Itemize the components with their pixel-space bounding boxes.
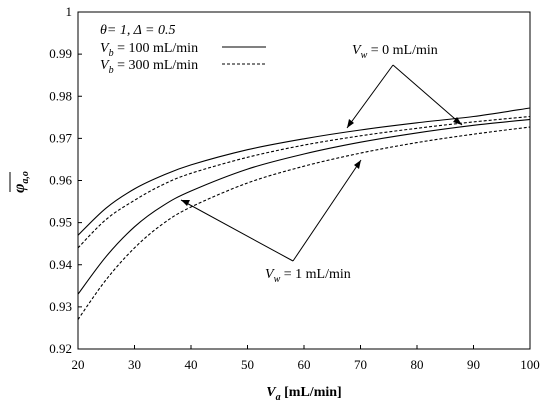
annotation-vw0: Vw = 0 mL/min [352,43,438,61]
legend-entry-2-label: Vb = 300 mL/min [100,58,198,76]
arrow-vw1-solid-head [181,200,190,206]
x-axis-label: Va [mL/min] [266,385,341,403]
arrow-vw1-solid [180,199,294,262]
legend-header: θ= 1, Δ = 0.5 [100,23,175,38]
y-tick-label: 1 [66,4,73,19]
y-tick-label: 0.93 [49,299,72,314]
x-tick-label: 90 [467,357,480,372]
x-tick-label: 30 [128,357,141,372]
x-tick-label: 80 [411,357,424,372]
x-tick-label: 20 [72,357,85,372]
arrow-vw0-solid-head [347,119,354,128]
arrow-vw0-solid [346,64,394,129]
y-tick-label: 0.96 [49,173,72,188]
x-tick-label: 100 [520,357,540,372]
series-line-3 [77,118,531,295]
curves [77,107,531,320]
x-ticks: 20 30 40 50 60 70 80 90 100 [72,345,540,372]
arrow-vw1-dashed-head [354,160,361,169]
series-line-2 [77,115,531,249]
y-tick-label: 0.94 [49,257,72,272]
y-tick-label: 0.92 [49,341,72,356]
annotation-vw1: Vw = 1 mL/min [265,267,351,285]
y-tick-label: 0.98 [49,88,72,103]
x-tick-label: 50 [241,357,254,372]
x-tick-label: 60 [298,357,311,372]
y-ticks: 0.92 0.93 0.94 0.95 0.96 0.97 0.98 0.99 1 [49,4,82,356]
plot-area: 20 30 40 50 60 70 80 90 100 0.92 0.93 0.94 0.95 0.96… [49,4,540,372]
y-tick-label: 0.95 [49,215,72,230]
y-tick-label: 0.97 [49,130,72,145]
series-line-1 [77,107,531,236]
series-line-4 [77,126,531,320]
y-axis-label: φa,o [9,171,31,193]
arrow-vw0-dashed-head [453,117,462,125]
legend: θ= 1, Δ = 0.5 Vb = 100 mL/min Vb = 300 m… [100,23,266,76]
arrow-vw1-dashed [292,159,362,262]
svg-text:φa,o: φa,o [11,171,31,193]
x-tick-label: 40 [185,357,198,372]
arrow-vw0-dashed [392,64,463,126]
y-tick-label: 0.99 [49,46,72,61]
legend-entry-1-label: Vb = 100 mL/min [100,41,198,59]
annotation-arrows [180,64,463,262]
x-tick-label: 70 [354,357,367,372]
